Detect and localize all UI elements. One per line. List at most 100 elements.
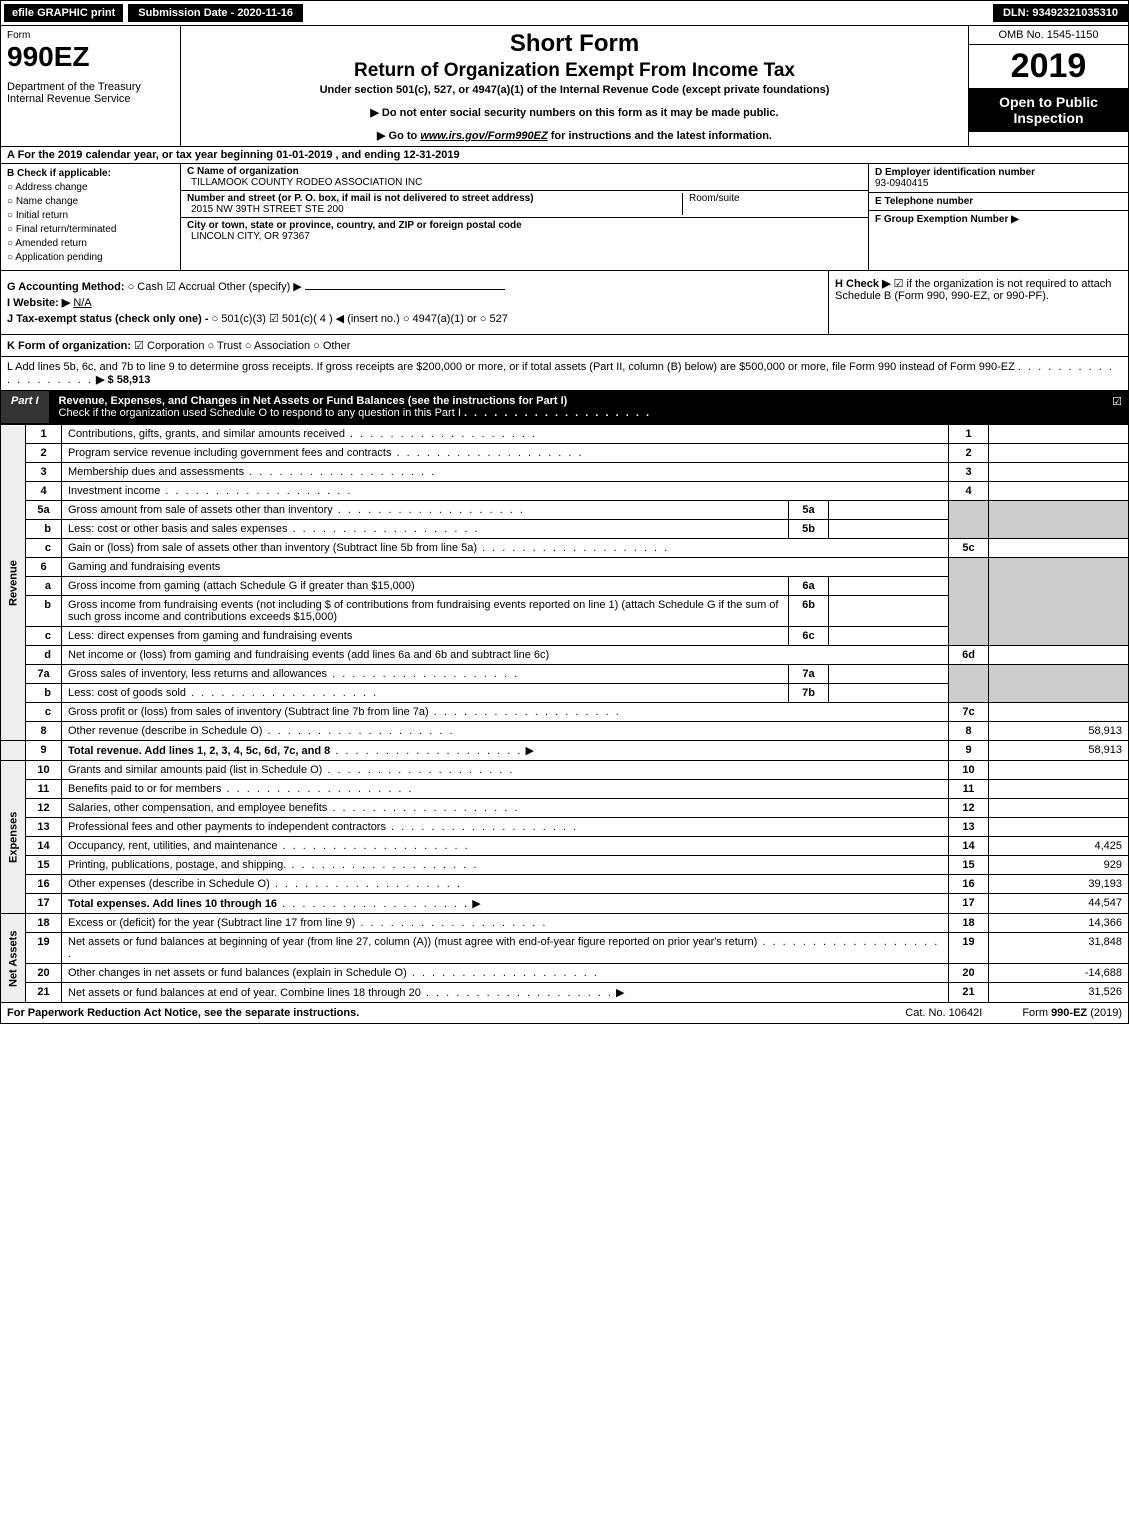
l20-num: 20: [26, 964, 62, 983]
chk-address-change[interactable]: Address change: [7, 182, 174, 193]
l2-rnum: 2: [949, 444, 989, 463]
l11-desc: Benefits paid to or for members: [68, 783, 221, 795]
c-city-label: City or town, state or province, country…: [187, 220, 522, 231]
k-options[interactable]: ☑ Corporation ○ Trust ○ Association ○ Ot…: [134, 340, 350, 352]
submission-date: Submission Date - 2020-11-16: [128, 4, 303, 22]
l8-num: 8: [26, 722, 62, 741]
room-suite-label: Room/suite: [682, 193, 862, 215]
l9-desc: Total revenue. Add lines 1, 2, 3, 4, 5c,…: [68, 745, 330, 757]
h-checkbox[interactable]: [894, 278, 907, 290]
shade-cell: [949, 665, 989, 703]
l6b-inval: [829, 596, 949, 627]
l7b-inval: [829, 684, 949, 703]
l10-desc: Grants and similar amounts paid (list in…: [68, 764, 322, 776]
l7a-inval: [829, 665, 949, 684]
l7c-num: c: [26, 703, 62, 722]
l15-num: 15: [26, 856, 62, 875]
l3-val: [989, 463, 1129, 482]
l1-val: [989, 425, 1129, 444]
l11-num: 11: [26, 780, 62, 799]
l9-val: 58,913: [989, 741, 1129, 761]
l19-desc: Net assets or fund balances at beginning…: [68, 936, 757, 948]
header-left: Form 990EZ Department of the Treasury In…: [1, 26, 181, 146]
dots-icon: [391, 447, 583, 459]
c-name-label: C Name of organization: [187, 166, 299, 177]
row-l: L Add lines 5b, 6c, and 7b to line 9 to …: [0, 357, 1129, 391]
l10-rnum: 10: [949, 761, 989, 780]
l21-val: 31,526: [989, 983, 1129, 1003]
l6d-rnum: 6d: [949, 646, 989, 665]
g-cash[interactable]: Cash: [128, 281, 163, 293]
footer-formref: Form 990-EZ (2019): [1022, 1007, 1122, 1019]
l7b-num: b: [26, 684, 62, 703]
j-options[interactable]: ○ 501(c)(3) ☑ 501(c)( 4 ) ◀ (insert no.)…: [212, 313, 508, 325]
l5a-num: 5a: [26, 501, 62, 520]
l19-num: 19: [26, 933, 62, 964]
l2-val: [989, 444, 1129, 463]
g-other[interactable]: Other (specify) ▶: [218, 281, 302, 293]
l-amount: ▶ $ 58,913: [96, 374, 150, 386]
irs-link[interactable]: www.irs.gov/Form990EZ: [420, 130, 547, 142]
l6c-innum: 6c: [789, 627, 829, 646]
l17-rnum: 17: [949, 894, 989, 914]
l7a-innum: 7a: [789, 665, 829, 684]
lines-table: Revenue 1 Contributions, gifts, grants, …: [0, 424, 1129, 1003]
header-right: OMB No. 1545-1150 2019 Open to Public In…: [968, 26, 1128, 146]
l15-desc: Printing, publications, postage, and shi…: [68, 859, 286, 871]
dots-icon: [322, 764, 514, 776]
dots-icon: [186, 687, 378, 699]
shade-cell: [949, 558, 989, 646]
chk-application-pending[interactable]: Application pending: [7, 252, 174, 263]
block-gij: G Accounting Method: Cash Accrual Other …: [1, 271, 828, 334]
l18-val: 14,366: [989, 914, 1129, 933]
efile-print-button[interactable]: efile GRAPHIC print: [3, 3, 124, 23]
dots-icon: [386, 821, 578, 833]
l6d-val: [989, 646, 1129, 665]
l5b-inval: [829, 520, 949, 539]
dots-icon: [278, 840, 470, 852]
l10-num: 10: [26, 761, 62, 780]
l5c-rnum: 5c: [949, 539, 989, 558]
l16-desc: Other expenses (describe in Schedule O): [68, 878, 270, 890]
part1-dots: [464, 407, 651, 419]
side-netassets: Net Assets: [1, 914, 26, 1003]
chk-initial-return[interactable]: Initial return: [7, 210, 174, 221]
l17-num: 17: [26, 894, 62, 914]
l20-desc: Other changes in net assets or fund bala…: [68, 967, 407, 979]
l5a-desc: Gross amount from sale of assets other t…: [68, 504, 333, 516]
block-h: H Check ▶ if the organization is not req…: [828, 271, 1128, 334]
chk-amended-return[interactable]: Amended return: [7, 238, 174, 249]
l12-desc: Salaries, other compensation, and employ…: [68, 802, 327, 814]
l13-rnum: 13: [949, 818, 989, 837]
l6-num: 6: [26, 558, 62, 577]
g-accrual[interactable]: Accrual: [166, 281, 215, 293]
shade-cell: [949, 501, 989, 539]
l20-rnum: 20: [949, 964, 989, 983]
l14-rnum: 14: [949, 837, 989, 856]
footer-left: For Paperwork Reduction Act Notice, see …: [7, 1007, 359, 1019]
chk-final-return[interactable]: Final return/terminated: [7, 224, 174, 235]
chk-name-change[interactable]: Name change: [7, 196, 174, 207]
dots-icon: [160, 485, 352, 497]
open-to-public: Open to Public Inspection: [969, 88, 1128, 132]
c-street-label: Number and street (or P. O. box, if mail…: [187, 193, 534, 204]
l6a-desc: Gross income from gaming (attach Schedul…: [62, 577, 789, 596]
note-ssn: ▶ Do not enter social security numbers o…: [187, 106, 962, 119]
shade-cell: [989, 665, 1129, 703]
goto-pre: ▶ Go to: [377, 130, 420, 142]
info-block: B Check if applicable: Address change Na…: [0, 164, 1129, 271]
l3-rnum: 3: [949, 463, 989, 482]
g-other-line[interactable]: [305, 289, 505, 290]
tax-year: 2019: [969, 45, 1128, 88]
part1-check[interactable]: ☑: [1106, 391, 1128, 423]
d-ein-label: D Employer identification number: [875, 167, 1122, 178]
page-footer: For Paperwork Reduction Act Notice, see …: [0, 1003, 1129, 1024]
l11-rnum: 11: [949, 780, 989, 799]
org-city: LINCOLN CITY, OR 97367: [191, 231, 310, 242]
g-label: G Accounting Method:: [7, 281, 125, 293]
l5b-num: b: [26, 520, 62, 539]
subtitle-section: Under section 501(c), 527, or 4947(a)(1)…: [187, 84, 962, 96]
l5b-innum: 5b: [789, 520, 829, 539]
l21-rnum: 21: [949, 983, 989, 1003]
arrow-icon: ▶: [616, 987, 624, 999]
